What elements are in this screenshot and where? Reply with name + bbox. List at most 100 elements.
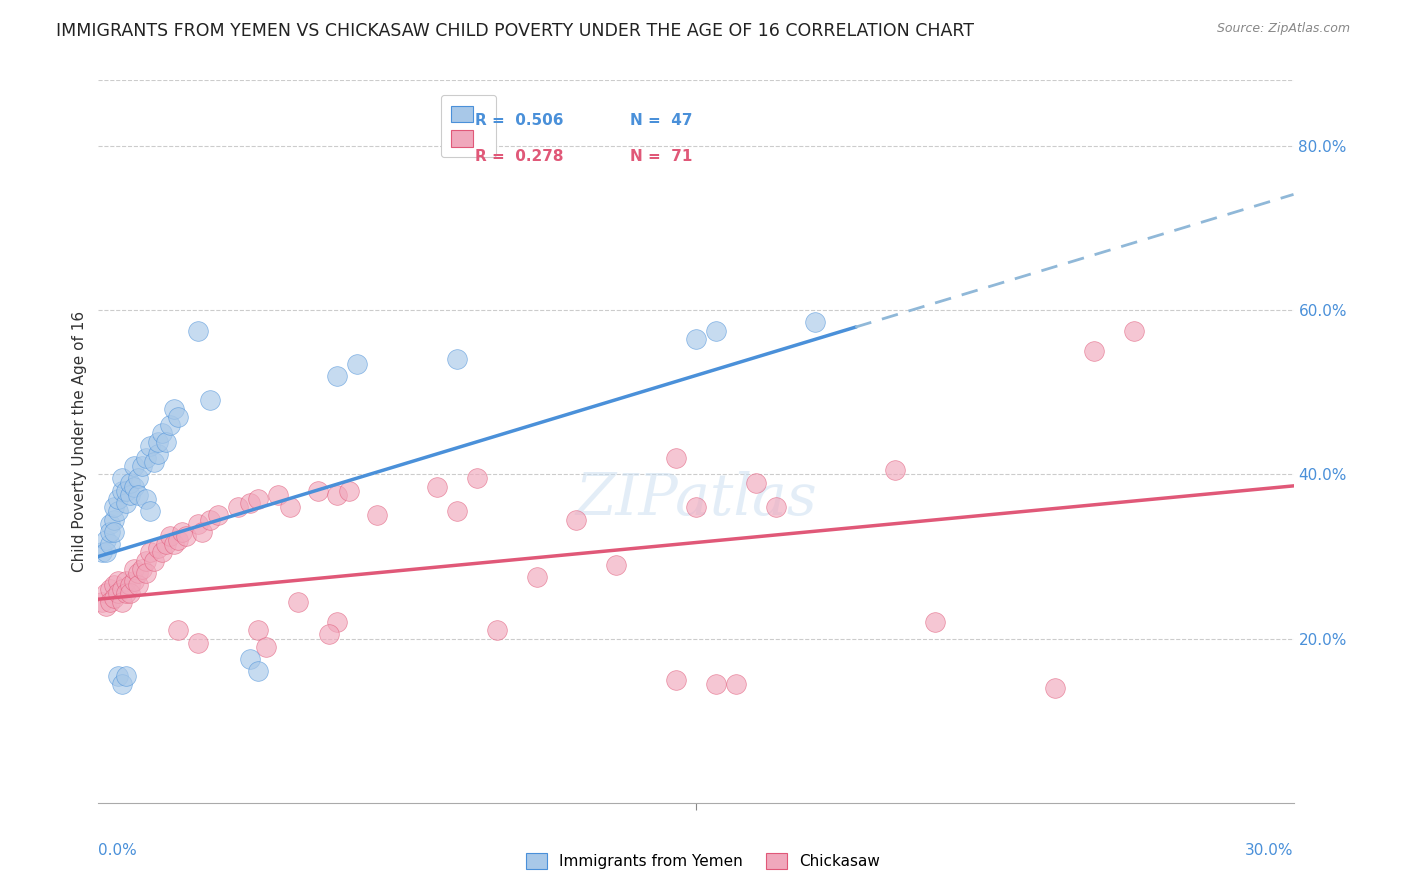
Point: [485, 624, 508, 638]
Point: [143, 455, 166, 469]
Point: [159, 418, 181, 433]
Point: [127, 488, 149, 502]
Point: [804, 316, 827, 330]
Point: [187, 636, 209, 650]
Point: [724, 677, 747, 691]
Point: [765, 500, 787, 515]
Point: [98, 582, 122, 597]
Point: [127, 471, 149, 485]
Y-axis label: Child Poverty Under the Age of 16: Child Poverty Under the Age of 16: [72, 311, 87, 572]
Point: [191, 524, 214, 539]
Point: [124, 480, 146, 494]
Point: [526, 570, 548, 584]
Point: [139, 439, 162, 453]
Point: [127, 566, 149, 580]
Point: [115, 496, 138, 510]
Point: [148, 541, 170, 556]
Point: [426, 480, 449, 494]
Point: [135, 553, 157, 567]
Point: [326, 368, 349, 383]
Point: [159, 529, 181, 543]
Point: [167, 624, 190, 638]
Point: [131, 562, 153, 576]
Point: [127, 578, 149, 592]
Point: [318, 627, 340, 641]
Point: [107, 574, 129, 588]
Point: [148, 434, 170, 449]
Point: [111, 483, 134, 498]
Point: [103, 524, 125, 539]
Point: [239, 496, 262, 510]
Point: [287, 594, 309, 608]
Text: 0.0%: 0.0%: [98, 843, 138, 857]
Point: [115, 574, 138, 588]
Point: [1083, 344, 1105, 359]
Point: [307, 483, 329, 498]
Point: [91, 594, 114, 608]
Point: [187, 516, 209, 531]
Point: [107, 491, 129, 506]
Point: [148, 447, 170, 461]
Point: [207, 508, 229, 523]
Point: [96, 599, 118, 613]
Legend: Immigrants from Yemen, Chickasaw: Immigrants from Yemen, Chickasaw: [519, 847, 887, 875]
Point: [120, 578, 142, 592]
Point: [172, 524, 194, 539]
Point: [111, 582, 134, 597]
Point: [120, 475, 142, 490]
Point: [115, 586, 138, 600]
Point: [96, 545, 118, 559]
Point: [167, 533, 190, 547]
Text: IMMIGRANTS FROM YEMEN VS CHICKASAW CHILD POVERTY UNDER THE AGE OF 16 CORRELATION: IMMIGRANTS FROM YEMEN VS CHICKASAW CHILD…: [56, 22, 974, 40]
Point: [346, 357, 368, 371]
Point: [267, 488, 290, 502]
Text: ZIPatlas: ZIPatlas: [575, 471, 817, 527]
Point: [115, 668, 138, 682]
Point: [163, 401, 186, 416]
Point: [163, 537, 186, 551]
Point: [465, 471, 488, 485]
Point: [187, 324, 209, 338]
Text: Source: ZipAtlas.com: Source: ZipAtlas.com: [1216, 22, 1350, 36]
Point: [605, 558, 627, 572]
Point: [704, 324, 727, 338]
Point: [103, 512, 125, 526]
Legend: , : ,: [440, 95, 496, 158]
Point: [150, 426, 173, 441]
Point: [924, 615, 946, 630]
Point: [98, 524, 122, 539]
Point: [135, 491, 157, 506]
Point: [107, 586, 129, 600]
Point: [98, 516, 122, 531]
Point: [254, 640, 277, 654]
Point: [239, 652, 262, 666]
Text: N =  71: N = 71: [630, 149, 693, 163]
Point: [174, 529, 197, 543]
Point: [139, 504, 162, 518]
Point: [226, 500, 249, 515]
Point: [98, 594, 122, 608]
Point: [665, 450, 688, 465]
Point: [246, 665, 269, 679]
Point: [1043, 681, 1066, 695]
Point: [1123, 324, 1146, 338]
Point: [111, 677, 134, 691]
Point: [884, 463, 907, 477]
Point: [326, 488, 349, 502]
Point: [111, 594, 134, 608]
Point: [685, 332, 707, 346]
Point: [339, 483, 361, 498]
Point: [107, 504, 129, 518]
Point: [120, 488, 142, 502]
Point: [124, 459, 146, 474]
Point: [565, 512, 588, 526]
Point: [155, 434, 177, 449]
Point: [120, 586, 142, 600]
Point: [96, 586, 118, 600]
Point: [198, 512, 221, 526]
Point: [115, 483, 138, 498]
Point: [124, 562, 146, 576]
Point: [278, 500, 301, 515]
Point: [745, 475, 768, 490]
Point: [155, 537, 177, 551]
